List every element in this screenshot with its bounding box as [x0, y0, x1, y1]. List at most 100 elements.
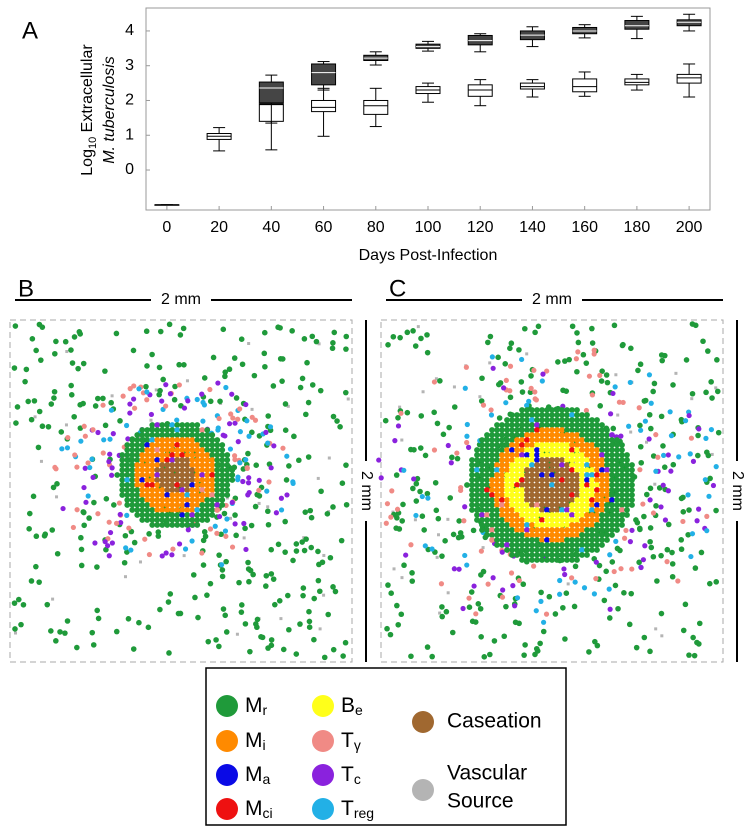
agent — [305, 399, 312, 406]
agent — [199, 447, 206, 453]
legend-label: Source — [447, 790, 514, 813]
agent — [169, 507, 176, 513]
agent — [134, 472, 141, 478]
agent — [549, 482, 555, 488]
agent — [499, 532, 505, 538]
agent — [154, 522, 161, 528]
agent — [589, 325, 595, 332]
agent — [164, 522, 171, 528]
agent — [554, 557, 560, 563]
agent — [267, 424, 274, 430]
agent — [154, 517, 161, 523]
agent — [52, 350, 58, 357]
agent — [539, 477, 545, 483]
agent — [199, 492, 206, 498]
agent — [308, 514, 315, 521]
agent — [442, 538, 448, 544]
agent — [574, 437, 580, 443]
agent — [534, 497, 540, 503]
agent — [204, 467, 211, 473]
agent — [670, 382, 676, 388]
agent — [534, 412, 540, 418]
agent — [509, 552, 515, 558]
agent — [169, 477, 176, 483]
agent — [559, 457, 565, 463]
agent — [650, 510, 657, 516]
agent — [604, 532, 610, 538]
agent — [594, 532, 600, 538]
agent — [229, 472, 236, 478]
agent — [604, 442, 610, 448]
agent — [174, 487, 181, 493]
agent — [28, 416, 35, 423]
vascular-source — [392, 567, 396, 571]
agent — [220, 606, 227, 612]
agent — [179, 472, 186, 478]
agent — [154, 427, 161, 433]
agent — [224, 492, 231, 498]
agent — [489, 517, 495, 523]
agent — [611, 322, 618, 329]
agent — [169, 457, 176, 463]
agent — [174, 457, 181, 463]
agent — [704, 528, 710, 534]
agent — [534, 457, 540, 463]
agent — [179, 492, 186, 498]
agent — [519, 522, 525, 528]
agent — [509, 432, 515, 438]
agent — [522, 325, 528, 332]
agent — [539, 547, 545, 553]
agent — [604, 447, 610, 453]
agent — [509, 457, 515, 463]
agent — [159, 553, 165, 559]
agent — [159, 502, 166, 508]
agent — [554, 512, 560, 518]
agent — [614, 545, 621, 552]
agent — [696, 620, 703, 627]
agent — [466, 595, 472, 601]
agent — [669, 549, 675, 556]
agent — [119, 452, 126, 458]
agent — [154, 467, 161, 473]
agent — [146, 531, 152, 537]
vascular-source — [55, 495, 59, 499]
y-tick-label: 0 — [125, 161, 134, 178]
agent — [594, 472, 600, 478]
agent — [219, 567, 226, 573]
agent — [185, 398, 191, 404]
agent — [209, 462, 216, 468]
agent — [554, 517, 560, 523]
agent — [500, 587, 506, 593]
vascular-source — [616, 413, 620, 417]
agent — [39, 324, 46, 330]
agent — [204, 437, 211, 443]
agent — [327, 554, 334, 561]
agent — [261, 350, 268, 357]
agent — [619, 482, 625, 488]
agent — [689, 321, 696, 327]
agent — [579, 517, 585, 523]
agent — [638, 427, 644, 433]
agent — [80, 360, 87, 367]
agent — [450, 531, 457, 538]
agent — [124, 472, 131, 478]
agent — [520, 581, 527, 588]
agent — [504, 487, 510, 493]
agent — [424, 490, 431, 497]
agent — [227, 446, 234, 452]
agent — [501, 633, 508, 640]
agent — [219, 477, 226, 483]
agent — [544, 507, 550, 513]
agent — [529, 432, 535, 438]
agent — [159, 512, 166, 518]
vascular-source — [710, 452, 714, 456]
agent — [499, 432, 505, 438]
agent — [539, 527, 545, 533]
agent — [604, 432, 610, 438]
agent — [489, 522, 495, 528]
agent — [417, 445, 424, 451]
agent — [134, 442, 141, 448]
agent — [270, 383, 277, 389]
agent — [594, 542, 600, 548]
agent — [499, 487, 505, 493]
